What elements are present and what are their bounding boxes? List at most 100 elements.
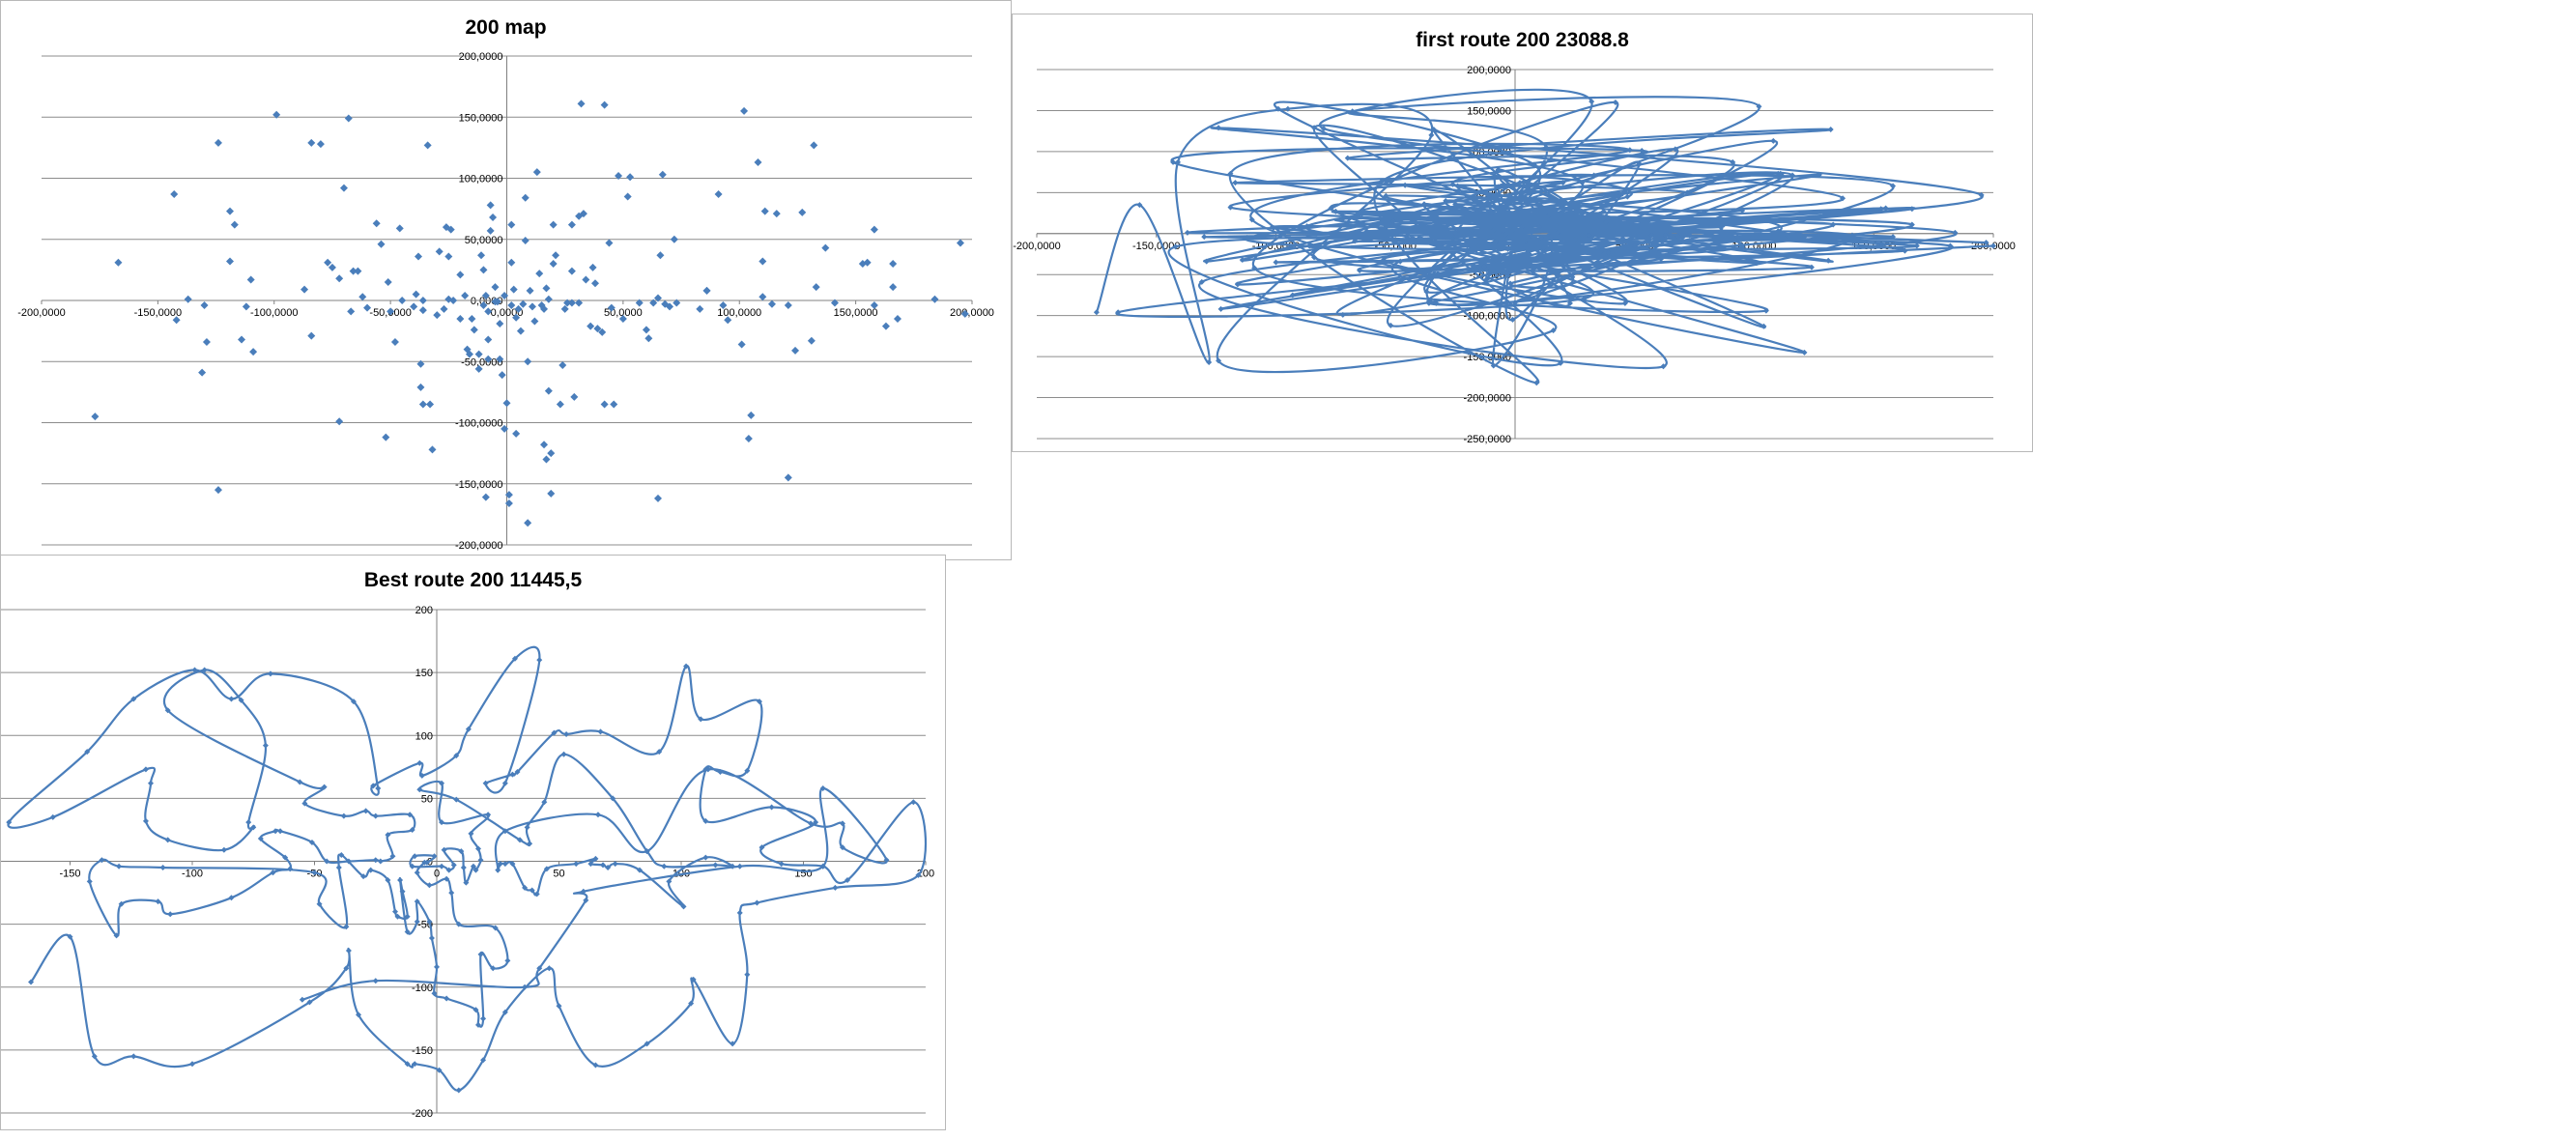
data-point <box>1404 230 1411 237</box>
data-point <box>1490 227 1497 234</box>
data-point <box>1579 180 1586 186</box>
data-point <box>418 400 427 409</box>
data-point <box>501 861 508 868</box>
data-point <box>372 812 379 819</box>
data-point <box>529 887 535 894</box>
data-point <box>84 749 91 755</box>
data-point <box>142 817 149 824</box>
data-point <box>656 749 663 755</box>
data-point <box>99 857 105 864</box>
data-point <box>502 399 511 408</box>
data-point <box>504 957 511 964</box>
data-point <box>1621 299 1628 306</box>
data-point <box>418 772 425 779</box>
data-point <box>501 424 509 433</box>
data-point <box>1660 363 1667 370</box>
data-point <box>118 900 125 907</box>
data-point <box>1504 245 1511 252</box>
data-point <box>1734 234 1741 241</box>
data-point <box>1339 311 1346 318</box>
data-point <box>1359 211 1365 217</box>
chart-svg: first route 200 23088.8 -250,0000 -200,000… <box>1013 29 2016 445</box>
data-point <box>1354 211 1360 217</box>
data-point <box>398 297 407 304</box>
data-point <box>607 303 615 312</box>
data-point <box>220 846 227 853</box>
data-point <box>1471 263 1477 270</box>
data-point <box>592 855 599 862</box>
data-point <box>28 979 35 985</box>
data-point <box>1543 144 1550 151</box>
data-point <box>418 306 427 315</box>
data-point <box>1388 322 1394 328</box>
data-point <box>307 138 316 147</box>
data-point <box>340 812 347 819</box>
data-point <box>1480 263 1487 270</box>
data-point <box>367 867 374 873</box>
data-point <box>226 207 235 215</box>
data-point <box>1710 236 1717 242</box>
data-point <box>542 455 551 464</box>
data-point <box>1443 197 1449 204</box>
data-point <box>486 201 495 210</box>
data-point <box>1423 272 1430 279</box>
data-point <box>1271 224 1277 231</box>
data-point <box>830 299 839 307</box>
data-point <box>455 1087 462 1094</box>
data-point <box>1306 242 1313 249</box>
data-point <box>1488 234 1495 241</box>
data-point <box>345 858 352 865</box>
data-point <box>1303 223 1310 230</box>
data-point <box>113 932 120 939</box>
data-point <box>819 863 826 869</box>
data-point <box>1516 205 1523 212</box>
data-point <box>343 924 350 930</box>
data-point <box>1840 195 1846 202</box>
data-point <box>1198 278 1205 285</box>
data-point <box>893 314 902 323</box>
data-point <box>1789 172 1796 179</box>
data-point <box>1430 126 1437 132</box>
y-tick-label: 50 <box>421 793 433 805</box>
data-point <box>480 1015 487 1022</box>
data-point <box>416 759 423 766</box>
data-point <box>736 909 743 916</box>
data-point <box>547 449 556 458</box>
data-point <box>1475 242 1482 249</box>
data-point <box>191 667 198 673</box>
data-point <box>724 316 732 325</box>
data-point <box>1500 221 1506 228</box>
data-point <box>1206 359 1213 366</box>
data-point <box>1175 158 1182 165</box>
data-point <box>1512 299 1518 306</box>
data-point <box>407 812 414 818</box>
data-point <box>189 1061 195 1068</box>
data-point <box>1540 244 1547 251</box>
data-point <box>1328 205 1334 212</box>
data-point <box>116 863 123 869</box>
data-point <box>1667 229 1674 236</box>
data-point <box>358 293 367 301</box>
data-point <box>200 301 209 310</box>
data-point <box>1990 242 1996 249</box>
data-point <box>428 445 437 454</box>
data-point <box>1684 189 1691 196</box>
data-point <box>1352 238 1359 244</box>
data-point <box>449 297 458 304</box>
x-tick-label: 50 <box>553 869 564 880</box>
data-point <box>541 799 548 806</box>
data-point <box>370 783 377 789</box>
data-point <box>747 411 756 419</box>
data-point <box>147 780 154 786</box>
data-point <box>1657 256 1664 263</box>
data-point <box>556 1003 562 1010</box>
data-point <box>335 274 344 283</box>
data-point <box>299 996 305 1003</box>
data-point <box>1679 235 1686 242</box>
y-tick-label: 100 <box>415 730 433 742</box>
data-point <box>507 301 516 310</box>
data-point <box>1493 238 1500 244</box>
data-point <box>719 301 728 310</box>
data-point <box>1686 232 1693 239</box>
data-point <box>415 252 423 261</box>
